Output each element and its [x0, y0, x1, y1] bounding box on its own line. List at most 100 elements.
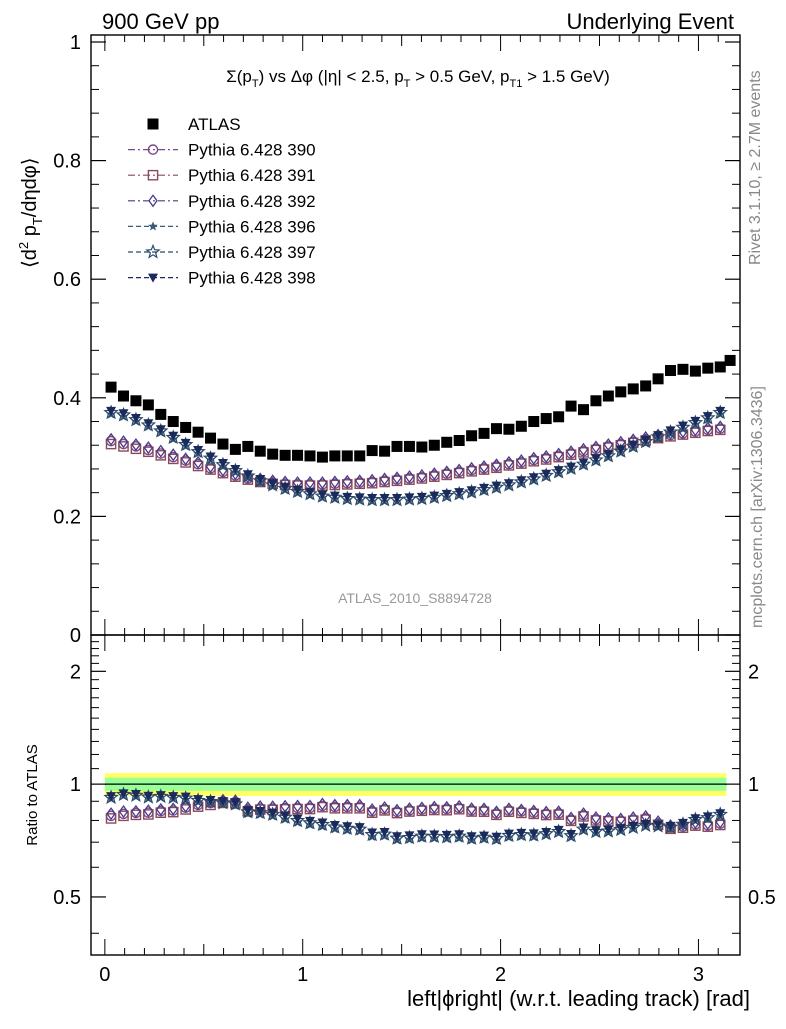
data-point [143, 446, 154, 458]
data-point [466, 486, 477, 496]
data-point [118, 435, 129, 449]
legend-label: Pythia 6.428 391 [188, 166, 316, 185]
legend-label: Pythia 6.428 397 [188, 243, 316, 262]
ratio-point [167, 806, 179, 818]
legend-marker [145, 243, 161, 259]
ratio-point [379, 800, 390, 815]
data-point [528, 416, 540, 428]
data-point [105, 438, 117, 450]
ratio-point [118, 789, 129, 799]
ratio-point [364, 826, 380, 842]
title-sub-3: T1 [510, 78, 523, 90]
data-point [640, 435, 651, 445]
data-point [491, 458, 502, 472]
data-point [292, 485, 303, 495]
title-part-2: ) vs Δφ (|η| < 2.5, p [259, 67, 404, 86]
data-point [590, 454, 601, 464]
data-point [180, 452, 191, 466]
ratio-y-tick-label: 0.5 [53, 887, 81, 909]
data-point [367, 494, 378, 504]
ratio-point [553, 825, 564, 835]
data-point [515, 420, 527, 432]
header-right: Underlying Event [566, 9, 734, 34]
ratio-point [330, 798, 340, 812]
main-y-tick-label: 0.6 [53, 269, 81, 291]
ratio-point [428, 804, 440, 816]
data-point [205, 452, 216, 462]
ratio-point [417, 801, 427, 815]
ratio-y-label: Ratio to ATLAS [24, 744, 41, 845]
ratio-point [404, 806, 415, 817]
ratio-point [105, 813, 117, 824]
ratio-point [516, 807, 527, 819]
data-point [193, 445, 204, 455]
main-x-ticks [104, 35, 719, 635]
data-point [342, 492, 353, 502]
data-point [653, 431, 664, 441]
ratio-point [230, 798, 241, 808]
ratio-point [603, 825, 614, 835]
data-point [391, 494, 402, 504]
data-point [578, 442, 589, 456]
main-y-tick-label: 0.2 [53, 506, 81, 528]
data-point [155, 408, 167, 420]
ratio-point [454, 830, 465, 840]
ratio-point [628, 822, 639, 832]
ratio-point [118, 810, 129, 822]
ratio-point [392, 803, 402, 817]
data-point [429, 491, 440, 501]
ratio-point [155, 807, 167, 819]
ratio-y-tick-label: 1 [70, 774, 81, 796]
data-point [304, 488, 315, 498]
data-point [192, 426, 204, 438]
ylabel-sub: T [30, 217, 45, 225]
analysis-watermark: ATLAS_2010_S8894728 [338, 590, 492, 606]
data-point [180, 438, 191, 448]
data-point [565, 400, 577, 412]
data-point [217, 459, 228, 469]
ratio-point [118, 804, 129, 819]
ratio-y-ticks: 0.5 0.5 1 1 2 2 [53, 641, 776, 934]
data-point [130, 443, 142, 455]
data-point [192, 460, 204, 472]
ratio-point [143, 809, 154, 820]
ratio-y-tick-label: 2 [70, 661, 81, 683]
ylabel-sup: 2 [16, 242, 31, 249]
data-point [354, 493, 365, 503]
legend-marker [148, 194, 158, 208]
ratio-point [354, 798, 365, 812]
data-point [428, 439, 440, 451]
data-point [416, 492, 427, 502]
data-point [715, 406, 726, 416]
main-y-tick-label: 1 [70, 32, 81, 54]
ratio-point [305, 799, 315, 813]
ratio-point [665, 821, 676, 831]
data-point [690, 427, 701, 439]
data-point [143, 441, 154, 455]
data-point [354, 450, 366, 462]
data-point [429, 467, 440, 481]
data-point [117, 390, 129, 402]
data-point [724, 354, 736, 366]
ratio-point [565, 815, 577, 827]
ratio-point [690, 814, 701, 824]
data-point [280, 482, 291, 492]
data-point [391, 475, 403, 487]
data-point [118, 441, 129, 452]
ratio-point [466, 832, 477, 842]
data-point [168, 431, 179, 441]
data-point [577, 404, 589, 416]
data-point [267, 479, 278, 489]
data-point [391, 440, 403, 452]
ratio-point [454, 799, 464, 814]
legend: ATLAS Pythia 6.428 390 Pythia 6.428 391 Pyt… [128, 115, 316, 288]
ratio-y-tick-label-right: 2 [748, 661, 759, 683]
main-series-layer [103, 354, 736, 507]
ratio-point [131, 804, 141, 818]
ratio-point [180, 792, 191, 802]
ratio-point [143, 804, 154, 818]
ratio-point [143, 791, 154, 801]
ratio-point [566, 811, 576, 825]
main-y-tick-label: 0.8 [53, 151, 81, 173]
